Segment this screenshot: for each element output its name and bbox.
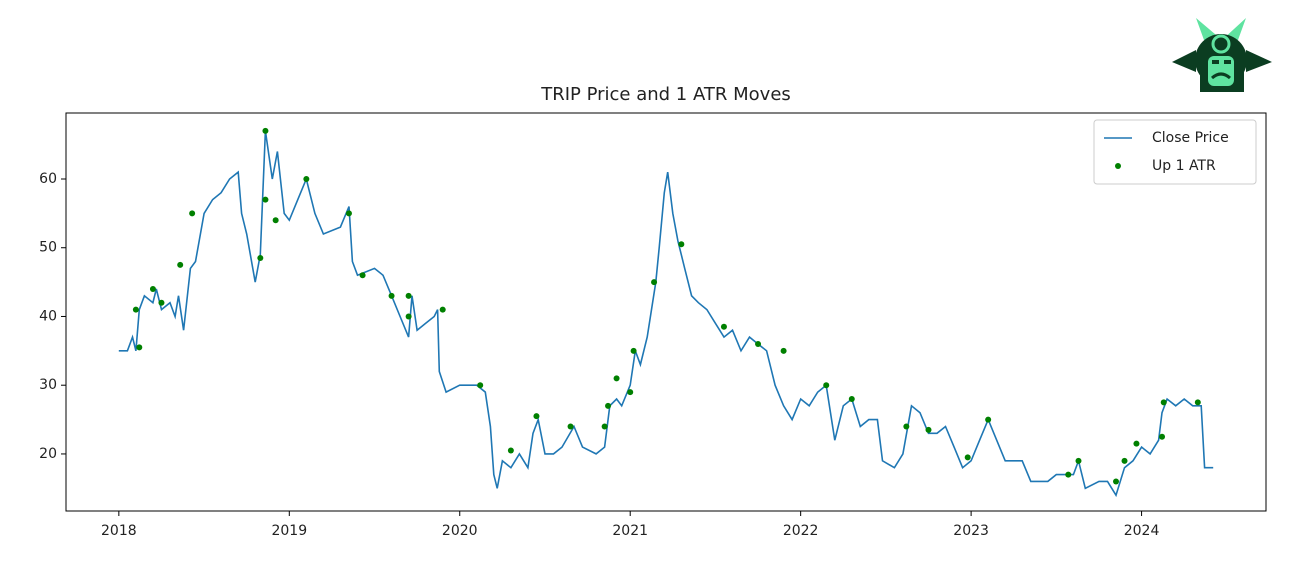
atr-point <box>439 306 446 313</box>
atr-point <box>136 344 143 351</box>
legend-box <box>1093 119 1257 185</box>
atr-point <box>567 423 574 430</box>
y-tick-label: 40 <box>39 308 57 324</box>
atr-point <box>345 210 352 217</box>
atr-point <box>605 402 612 409</box>
atr-point <box>272 217 279 224</box>
y-tick-label: 60 <box>39 171 57 187</box>
atr-point <box>1160 399 1167 406</box>
atr-point <box>651 279 658 286</box>
x-tick-label: 2021 <box>612 523 648 539</box>
legend-label: Close Price <box>1152 130 1229 146</box>
atr-point <box>780 347 787 354</box>
y-tick-label: 20 <box>39 446 57 462</box>
x-tick-label: 2020 <box>442 523 478 539</box>
atr-point <box>405 292 412 299</box>
y-tick-label: 30 <box>39 377 57 393</box>
atr-point <box>1113 478 1119 485</box>
atr-point <box>477 382 484 389</box>
atr-point <box>533 413 540 420</box>
atr-point <box>1159 433 1166 440</box>
y-tick-label: 50 <box>39 240 57 256</box>
atr-point <box>1075 457 1082 464</box>
atr-point <box>720 323 727 330</box>
x-tick-label: 2023 <box>953 523 989 539</box>
atr-point <box>601 423 608 430</box>
atr-point <box>303 175 310 182</box>
logo <box>1172 18 1272 92</box>
atr-point <box>405 313 412 320</box>
chart-title: TRIP Price and 1 ATR Moves <box>540 84 791 105</box>
atr-point <box>678 241 685 248</box>
atr-point <box>262 127 269 134</box>
atr-point <box>507 447 514 454</box>
axes-frame <box>65 112 1267 512</box>
atr-point <box>1065 471 1072 478</box>
legend-marker <box>1115 163 1121 169</box>
atr-point <box>627 389 634 396</box>
x-tick-label: 2018 <box>101 523 137 539</box>
atr-point <box>359 272 366 279</box>
atr-point <box>262 196 269 203</box>
atr-point <box>848 395 855 402</box>
atr-point <box>1194 399 1201 406</box>
atr-point <box>388 292 395 299</box>
legend-label: Up 1 ATR <box>1152 158 1216 174</box>
price-line <box>118 130 1214 498</box>
atr-point <box>630 347 637 354</box>
atr-point <box>755 340 762 347</box>
atr-point <box>823 382 830 389</box>
atr-point <box>985 416 992 423</box>
atr-point <box>158 299 165 306</box>
atr-point <box>925 426 932 433</box>
x-tick-label: 2019 <box>271 523 307 539</box>
atr-point <box>149 285 156 292</box>
atr-point <box>1121 457 1128 464</box>
atr-point <box>177 261 184 268</box>
atr-point <box>132 306 139 313</box>
atr-point <box>613 375 620 382</box>
x-tick-label: 2024 <box>1124 523 1160 539</box>
atr-point <box>903 423 910 430</box>
atr-point <box>1133 440 1140 447</box>
atr-point <box>964 454 971 461</box>
x-tick-label: 2022 <box>783 523 819 539</box>
atr-point <box>257 255 264 262</box>
atr-point <box>189 210 196 217</box>
